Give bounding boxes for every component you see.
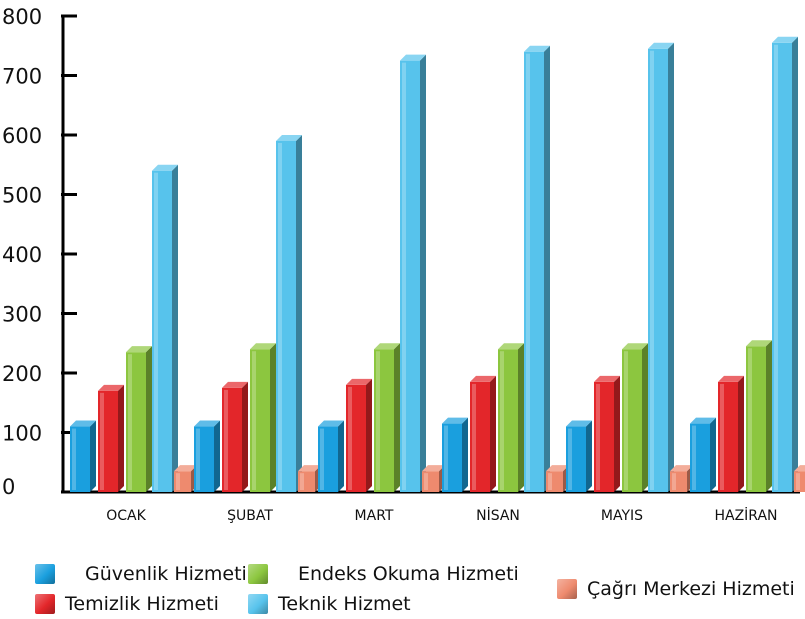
y-tick-label: 800 <box>2 5 42 29</box>
legend-label: Güvenlik Hizmeti <box>85 563 247 585</box>
bar <box>622 343 648 492</box>
bar <box>422 465 445 492</box>
legend-swatch <box>35 594 55 614</box>
legend-swatch <box>557 579 577 599</box>
y-tick-label: 0 <box>2 475 15 499</box>
bar <box>470 375 496 492</box>
bar <box>222 381 248 492</box>
y-tick-label: 700 <box>2 65 42 89</box>
bar <box>374 343 400 492</box>
bar <box>670 465 693 492</box>
x-tick-label: MAYIS <box>601 508 643 524</box>
x-tick-label: HAZİRAN <box>714 506 777 524</box>
legend-swatch <box>248 594 268 614</box>
bar <box>126 346 152 492</box>
bar <box>746 340 772 492</box>
legend-label: Temizlik Hizmeti <box>65 593 219 615</box>
bar <box>594 375 620 492</box>
bar <box>298 465 321 492</box>
bar <box>194 420 220 492</box>
x-tick-label: NİSAN <box>476 506 520 524</box>
legend-item: Endeks Okuma Hizmeti <box>248 563 519 585</box>
bar <box>400 54 426 492</box>
bar <box>772 36 798 493</box>
legend-label: Çağrı Merkezi Hizmeti <box>587 578 795 600</box>
bar-chart: 0 100 200 300 400 500 600 700 800 OCAK ŞUBAT MART Nİ… <box>2 5 805 524</box>
legend-item: Güvenlik Hizmeti <box>35 563 247 585</box>
bar <box>690 417 716 492</box>
bar <box>318 420 344 492</box>
bar <box>794 465 805 492</box>
legend-swatch <box>35 564 55 584</box>
bar <box>250 343 276 492</box>
y-tick-label: 300 <box>2 303 42 327</box>
bar <box>718 375 744 492</box>
y-tick-label: 200 <box>2 362 42 386</box>
labels: 0 100 200 300 400 500 600 700 800 OCAK ŞUBAT MART Nİ… <box>2 5 778 524</box>
legend-swatch <box>248 564 268 584</box>
x-tick-label: ŞUBAT <box>227 508 273 524</box>
bar <box>546 465 569 492</box>
legend-label: Endeks Okuma Hizmeti <box>298 563 519 585</box>
bar <box>442 417 468 492</box>
legend-item: Çağrı Merkezi Hizmeti <box>557 578 795 600</box>
legend-item: Temizlik Hizmeti <box>35 593 219 615</box>
bar <box>174 465 197 492</box>
bar <box>346 378 372 492</box>
bar <box>70 420 96 492</box>
bar <box>498 343 524 492</box>
legend-item: Teknik Hizmet <box>248 593 411 615</box>
bar <box>276 134 302 492</box>
bar <box>98 384 124 492</box>
x-tick-label: MART <box>355 508 394 524</box>
y-tick-label: 500 <box>2 184 42 208</box>
y-tick-label: 600 <box>2 124 42 148</box>
bar <box>524 45 550 492</box>
bar <box>152 164 178 492</box>
bar <box>566 420 592 492</box>
y-tick-label: 100 <box>2 422 42 446</box>
bar <box>648 42 674 492</box>
bars <box>70 36 805 493</box>
legend-label: Teknik Hizmet <box>278 593 411 615</box>
x-tick-label: OCAK <box>106 508 146 524</box>
y-tick-label: 400 <box>2 243 42 267</box>
